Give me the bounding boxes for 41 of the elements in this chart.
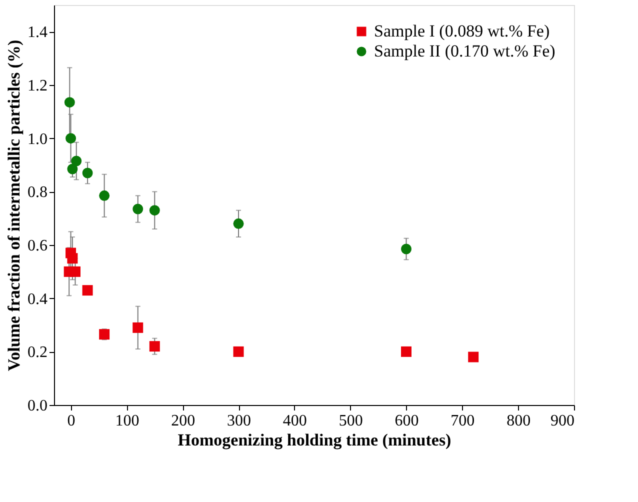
point — [99, 329, 110, 340]
point — [401, 244, 412, 254]
y-tick-label: 0.8 — [28, 184, 48, 202]
x-tick-label: 200 — [171, 412, 196, 430]
x-tick-label: 400 — [282, 412, 307, 430]
y-tick-label: 0.0 — [28, 398, 48, 414]
point — [82, 285, 93, 296]
y-tick-label: 1.4 — [28, 24, 48, 42]
x-axis-title: Homogenizing holding time (minutes) — [178, 430, 452, 450]
point — [233, 218, 244, 229]
x-tick-label: 600 — [394, 412, 419, 430]
y-tick-label: 0.2 — [28, 344, 48, 362]
x-tick-label: 800 — [506, 412, 531, 430]
legend-label: Sample I (0.089 wt.% Fe) — [374, 22, 550, 40]
x-tick-label: 900 — [550, 412, 574, 430]
point — [64, 97, 75, 108]
y-tick-label: 0.4 — [28, 290, 48, 308]
legend-label: Sample II (0.170 wt.% Fe) — [374, 42, 556, 60]
point — [70, 266, 80, 277]
point — [67, 253, 78, 264]
y-tick-label: 1.0 — [28, 130, 48, 148]
point — [82, 168, 93, 178]
point — [67, 164, 78, 174]
x-tick-label: 0 — [67, 412, 76, 430]
point — [99, 190, 110, 201]
point — [132, 322, 144, 333]
point — [468, 352, 479, 362]
point — [132, 204, 144, 214]
point — [66, 133, 76, 144]
point — [233, 346, 244, 357]
x-tick-label: 700 — [450, 412, 475, 430]
point — [401, 346, 412, 357]
x-tick-label: 300 — [227, 412, 252, 430]
x-tick-label: 100 — [115, 412, 140, 430]
x-tick-label: 500 — [338, 412, 363, 430]
y-axis-title: Volume fraction of intermetallic particles (%) — [4, 40, 24, 372]
point — [71, 156, 82, 166]
point — [149, 341, 160, 352]
point — [149, 205, 160, 216]
y-tick-label: 1.2 — [28, 78, 48, 94]
y-tick-label: 0.6 — [28, 238, 48, 254]
